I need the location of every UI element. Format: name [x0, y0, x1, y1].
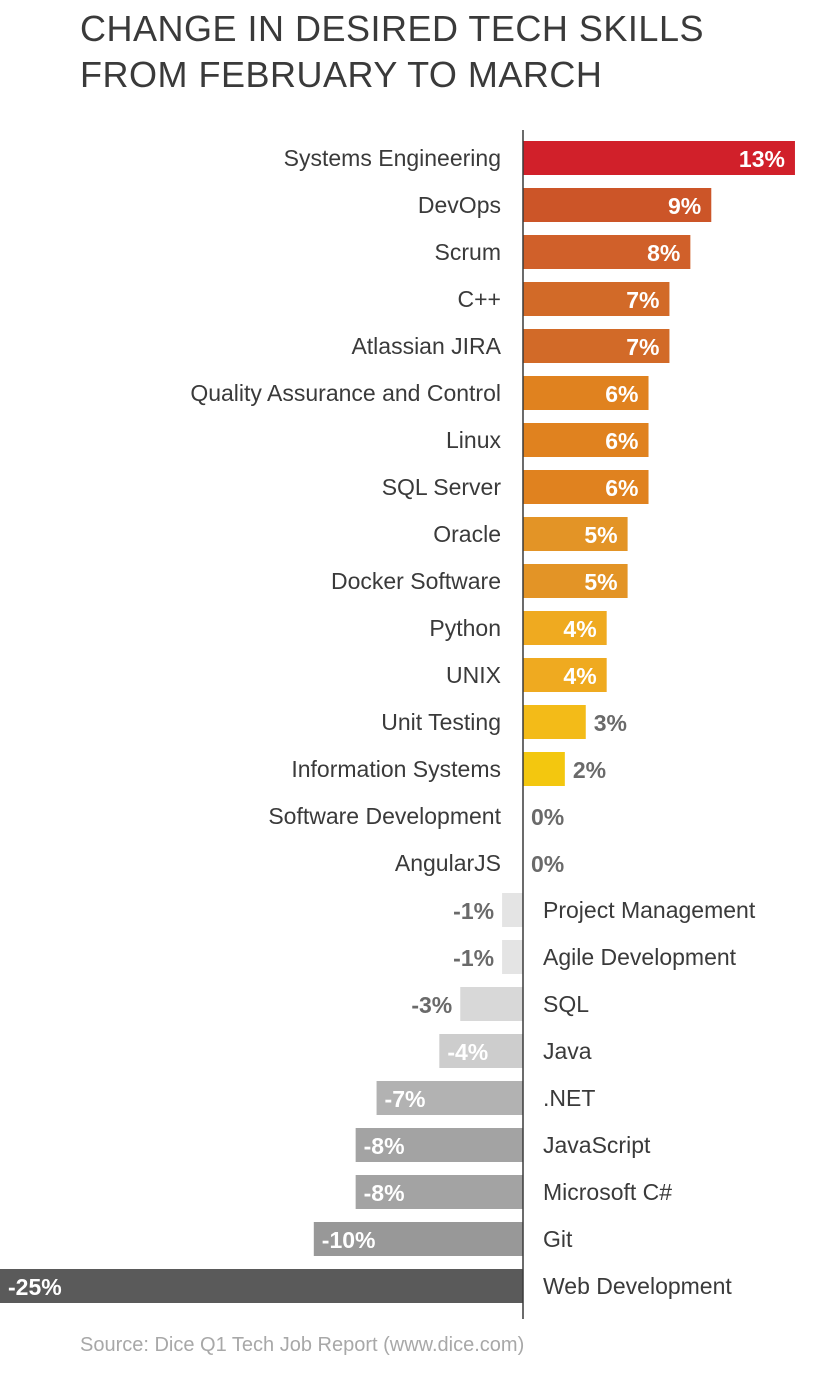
source-note: Source: Dice Q1 Tech Job Report (www.dic… [80, 1334, 525, 1356]
category-label: Project Management [543, 897, 756, 923]
chart-title-line-2: FROM FEBRUARY TO MARCH [80, 54, 603, 95]
value-label: -10% [322, 1227, 376, 1253]
category-label: JavaScript [543, 1132, 651, 1158]
value-label: 6% [605, 428, 638, 454]
category-label: Web Development [543, 1273, 732, 1299]
category-label: Information Systems [291, 756, 501, 782]
chart-title: CHANGE IN DESIRED TECH SKILLS FROM FEBRU… [80, 6, 820, 98]
bar [523, 376, 649, 410]
category-label: Quality Assurance and Control [190, 380, 501, 406]
category-label: Docker Software [331, 568, 501, 594]
value-label: 8% [647, 240, 680, 266]
bar [523, 423, 649, 457]
value-label: -1% [453, 945, 494, 971]
category-label: Agile Development [543, 944, 737, 970]
category-label: Scrum [435, 239, 501, 265]
bar [460, 987, 523, 1021]
bar [355, 1175, 523, 1209]
bar [523, 282, 670, 316]
category-label: .NET [543, 1085, 595, 1111]
bar [523, 752, 565, 786]
bar [439, 1034, 523, 1068]
category-label: C++ [458, 286, 501, 312]
bar [502, 940, 523, 974]
value-label: 5% [584, 522, 617, 548]
value-label: -8% [364, 1133, 405, 1159]
value-label: 7% [626, 287, 659, 313]
value-label: 0% [531, 851, 564, 877]
bar [376, 1081, 523, 1115]
bar [523, 705, 586, 739]
value-label: 6% [605, 475, 638, 501]
value-label: -7% [385, 1086, 426, 1112]
bar [523, 470, 649, 504]
value-label: 7% [626, 334, 659, 360]
value-label: -4% [447, 1039, 488, 1065]
category-label: Git [543, 1226, 573, 1252]
category-label: Linux [446, 427, 501, 453]
value-label: 4% [563, 663, 596, 689]
category-label: Oracle [433, 521, 501, 547]
value-label: -3% [411, 992, 452, 1018]
bar [523, 658, 607, 692]
category-label: Atlassian JIRA [351, 333, 501, 359]
bar [523, 235, 691, 269]
category-label: Software Development [268, 803, 501, 829]
category-label: SQL Server [382, 474, 502, 500]
value-label: 5% [584, 569, 617, 595]
value-label: 6% [605, 381, 638, 407]
bar [523, 611, 607, 645]
category-label: Python [429, 615, 501, 641]
category-label: Microsoft C# [543, 1179, 672, 1205]
category-label: Systems Engineering [284, 145, 501, 171]
category-label: AngularJS [395, 850, 501, 876]
category-label: SQL [543, 991, 589, 1017]
value-label: 2% [573, 757, 606, 783]
bar [0, 1269, 523, 1303]
bar [523, 329, 670, 363]
bar [523, 141, 795, 175]
value-label: 3% [594, 710, 627, 736]
value-label: -8% [364, 1180, 405, 1206]
value-label: -1% [453, 898, 494, 924]
value-label: 0% [531, 804, 564, 830]
value-label: 4% [563, 616, 596, 642]
bar [502, 893, 523, 927]
bar [523, 517, 628, 551]
bar [523, 188, 712, 222]
chart-title-line-1: CHANGE IN DESIRED TECH SKILLS [80, 8, 704, 49]
category-label: DevOps [418, 192, 501, 218]
category-label: UNIX [446, 662, 501, 688]
category-label: Java [543, 1038, 592, 1064]
category-label: Unit Testing [381, 709, 501, 735]
bar [523, 564, 628, 598]
value-label: 9% [668, 193, 701, 219]
value-label: 13% [739, 146, 785, 172]
bar [355, 1128, 523, 1162]
value-label: -25% [8, 1274, 62, 1300]
bar [313, 1222, 523, 1256]
